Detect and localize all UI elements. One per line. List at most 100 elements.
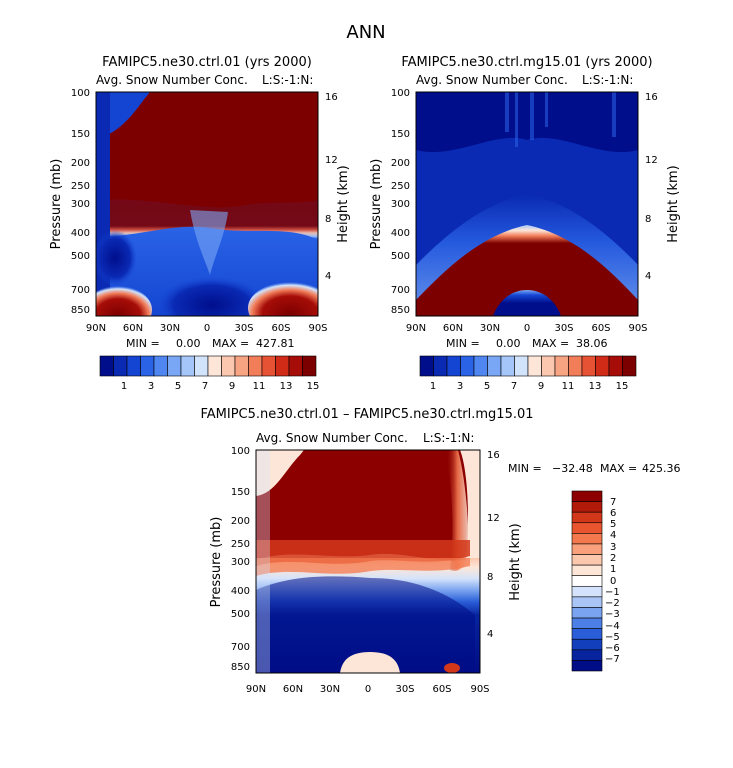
lat-tick-label: 30N xyxy=(480,323,500,334)
colorbar-label: 3 xyxy=(148,381,154,392)
colorbar-swatch xyxy=(571,490,603,502)
colorbar-label: 2 xyxy=(610,553,616,564)
colorbar-swatch xyxy=(126,355,141,377)
colorbar-swatch xyxy=(571,596,603,608)
panel2-min-label: MIN = xyxy=(446,337,480,350)
colorbar-swatch xyxy=(288,355,303,377)
colorbar-swatch xyxy=(571,575,603,587)
height-tick-label: 4 xyxy=(325,271,331,282)
colorbar-swatch xyxy=(595,355,610,377)
colorbar-label: −2 xyxy=(605,598,620,609)
colorbar-swatch xyxy=(581,355,596,377)
panel1-pressure-ticks: 100 150 200 250 300 400 500 700 850 xyxy=(71,88,90,316)
colorbar-swatch xyxy=(207,355,222,377)
colorbar-label: 5 xyxy=(484,381,490,392)
colorbar-swatch xyxy=(302,355,317,377)
panel3-subtitle: Avg. Snow Number Conc. xyxy=(256,431,408,445)
height-tick-label: 16 xyxy=(325,92,338,103)
colorbar-swatch xyxy=(571,585,603,598)
colorbar-swatch xyxy=(571,533,603,545)
lat-tick-label: 30S xyxy=(234,323,253,334)
panel2-height-ticks: 16 12 8 4 xyxy=(645,92,658,282)
panel1-ylabel: Pressure (mb) xyxy=(49,159,64,250)
panel2-pressure-ticks: 100 150 200 250 300 400 500 700 850 xyxy=(391,88,410,316)
colorbar-label: 9 xyxy=(538,381,544,392)
lat-tick-label: 30S xyxy=(395,684,414,695)
lat-tick-label: 0 xyxy=(204,323,210,334)
panel2-contour-field xyxy=(416,92,638,316)
lat-tick-label: 90S xyxy=(308,323,327,334)
colorbar-label: 6 xyxy=(610,508,616,519)
pressure-tick-label: 850 xyxy=(231,662,250,673)
height-tick-label: 4 xyxy=(487,629,493,640)
panel1-title: FAMIPC5.ne30.ctrl.01 (yrs 2000) xyxy=(102,55,312,70)
colorbar-label: 3 xyxy=(610,542,616,553)
colorbar-label: −5 xyxy=(605,632,620,643)
lat-tick-label: 30N xyxy=(320,684,340,695)
height-tick-label: 16 xyxy=(487,450,500,461)
pressure-tick-label: 500 xyxy=(391,251,410,262)
colorbar-label: 3 xyxy=(457,381,463,392)
lat-tick-label: 60N xyxy=(283,684,303,695)
panel2-ylabel-right: Height (km) xyxy=(666,165,681,242)
panel3-ylabel: Pressure (mb) xyxy=(209,517,224,608)
colorbar-swatch xyxy=(261,355,276,377)
pressure-tick-label: 200 xyxy=(391,158,410,169)
colorbar-swatch xyxy=(608,355,623,377)
pressure-tick-label: 100 xyxy=(231,446,250,457)
panel1-max-value: 427.81 xyxy=(256,337,295,350)
height-tick-label: 8 xyxy=(487,572,493,583)
panel2-min-value: 0.00 xyxy=(496,337,521,350)
panel-difference: FAMIPC5.ne30.ctrl.01 – FAMIPC5.ne30.ctrl… xyxy=(200,407,680,695)
colorbar-label: −1 xyxy=(605,587,620,598)
panel3-max-value: 425.36 xyxy=(642,462,681,475)
colorbar-label: 11 xyxy=(253,381,266,392)
lat-tick-label: 30N xyxy=(160,323,180,334)
colorbar-label: 0 xyxy=(610,576,616,587)
pressure-tick-label: 200 xyxy=(231,516,250,527)
pressure-tick-label: 250 xyxy=(231,539,250,550)
panel3-min-label: MIN = xyxy=(508,462,542,475)
panel1-ylabel-right: Height (km) xyxy=(336,165,351,242)
panel2-colorbar xyxy=(419,355,637,377)
colorbar-label: 1 xyxy=(121,381,127,392)
colorbar-swatch xyxy=(275,355,290,377)
colorbar-swatch xyxy=(571,628,603,640)
pressure-tick-label: 700 xyxy=(71,285,90,296)
height-tick-label: 16 xyxy=(645,92,658,103)
panel1-colorbar xyxy=(99,355,317,377)
colorbar-swatch xyxy=(248,355,263,377)
height-tick-label: 12 xyxy=(487,513,500,524)
height-tick-label: 8 xyxy=(325,214,331,225)
colorbar-swatch xyxy=(221,355,236,377)
pressure-tick-label: 300 xyxy=(71,199,90,210)
colorbar-swatch xyxy=(571,649,603,661)
height-tick-label: 12 xyxy=(645,155,658,166)
pressure-tick-label: 500 xyxy=(231,609,250,620)
height-tick-label: 12 xyxy=(325,155,338,166)
panel3-lat-ticks: 90N 60N 30N 0 30S 60S 90S xyxy=(246,684,490,695)
pressure-tick-label: 850 xyxy=(391,305,410,316)
pressure-tick-label: 400 xyxy=(231,586,250,597)
panel2-max-label: MAX = xyxy=(532,337,569,350)
colorbar-swatch xyxy=(487,355,502,377)
panel3-colorbar xyxy=(571,490,603,672)
colorbar-label: 13 xyxy=(589,381,602,392)
colorbar-swatch xyxy=(514,355,529,377)
panel-control-run: FAMIPC5.ne30.ctrl.01 (yrs 2000) Avg. Sno… xyxy=(49,55,351,392)
colorbar-swatch xyxy=(473,355,488,377)
panel1-min-value: 0.00 xyxy=(176,337,201,350)
colorbar-label: 9 xyxy=(229,381,235,392)
colorbar-swatch xyxy=(419,355,434,377)
panel3-ylabel-right: Height (km) xyxy=(508,523,523,600)
figure-title: ANN xyxy=(346,22,385,43)
colorbar-label: 15 xyxy=(616,381,629,392)
colorbar-swatch xyxy=(460,355,475,377)
colorbar-label: 5 xyxy=(175,381,181,392)
pressure-tick-label: 200 xyxy=(71,158,90,169)
colorbar-label: −7 xyxy=(605,654,620,665)
lat-tick-label: 90S xyxy=(470,684,489,695)
colorbar-label: −6 xyxy=(605,643,620,654)
colorbar-swatch xyxy=(433,355,448,377)
pressure-tick-label: 150 xyxy=(231,487,250,498)
